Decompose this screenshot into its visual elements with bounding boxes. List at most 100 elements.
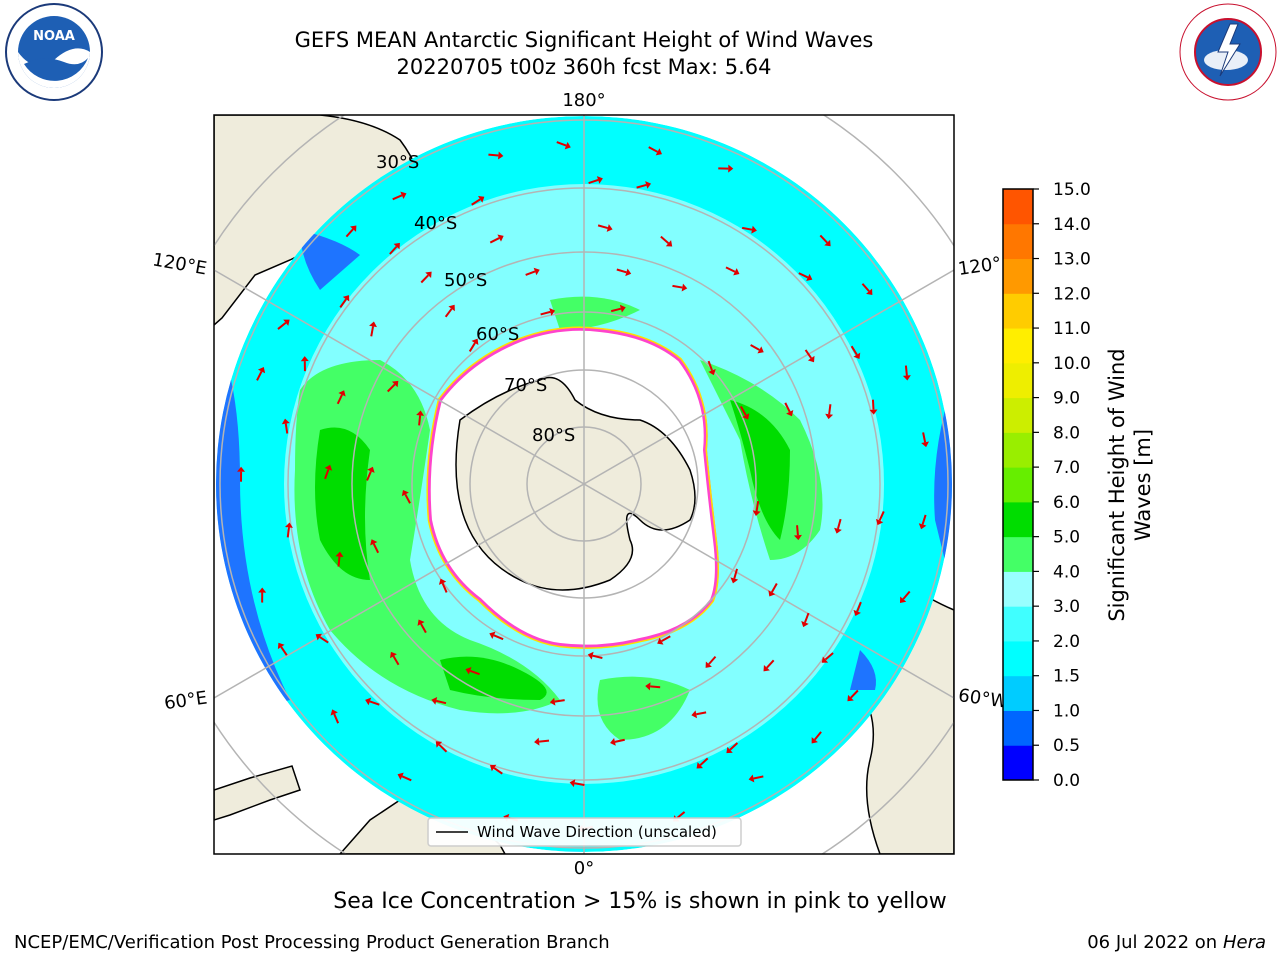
wind-wave-arrow [636,183,647,189]
wind-wave-arrow [922,432,927,443]
lat-label-30s: 30°S [376,152,419,173]
date-text: 06 Jul 2022 on [1087,932,1223,953]
wind-wave-arrowhead [728,164,734,173]
colorbar-segment [1003,293,1033,329]
colorbar-segment [1003,606,1033,642]
wind-wave-arrowhead [425,271,432,279]
wind-wave-arrowhead [393,242,400,250]
wind-wave-arrow [753,775,764,780]
wind-wave-arrow [324,469,330,480]
wind-wave-arrowhead [370,539,378,546]
lat-label-40s: 40°S [414,213,457,234]
wind-wave-arrow [436,699,447,705]
wind-wave-arrow [740,405,747,416]
colorbar-tick-label: 7.0 [1053,458,1080,478]
wind-wave-arrowhead [237,466,246,472]
wind-wave-arrowhead [564,141,571,150]
svg-text:NOAA: NOAA [33,29,75,44]
wind-wave-arrow [861,283,870,292]
wind-wave-arrowhead [367,466,375,473]
wind-wave-arrowhead [587,651,594,660]
lon-label-120w: 120° [957,253,1003,280]
wind-wave-arrow [468,342,476,352]
wind-wave-arrowhead [533,267,540,276]
wind-wave-arrowhead [397,772,404,780]
wind-wave-arrowhead [417,619,425,626]
wind-wave-arrowhead [825,413,834,420]
wind-wave-arrowhead [902,375,911,381]
wind-wave-arrowhead [619,304,626,313]
wind-wave-arrow [597,224,609,229]
wind-wave-arrowhead [705,661,712,668]
wind-wave-arrow [387,383,396,393]
wind-wave-arrowhead [489,631,496,639]
wind-wave-arrow [850,345,858,356]
wind-wave-arrow [392,194,403,201]
wind-wave-arrowhead [315,633,323,641]
wind-wave-arrow [921,514,927,525]
wind-wave-arrowhead [918,523,927,530]
wind-wave-arrow [871,399,875,410]
colorbar-tick-label: 2.0 [1053,632,1080,652]
wind-wave-arrow [850,689,859,699]
sea-ice-note: Sea Ice Concentration > 15% is shown in … [333,889,947,914]
colorbar-segment [1003,362,1033,399]
graticule [214,115,954,854]
wind-wave-arrowhead [657,637,664,645]
wind-wave-arrowhead [752,510,761,516]
wind-wave-arrow [493,767,503,775]
nws-logo [1179,3,1277,101]
wind-wave-arrowhead [335,551,344,557]
wind-wave-arrow [444,308,453,318]
wind-wave-arrow [770,583,778,593]
wind-wave-arrow [574,782,585,786]
wind-wave-arrowhead [465,667,472,675]
wind-wave-arrowhead [811,737,818,744]
wind-wave-arrow [798,272,809,279]
colorbar-segment [1003,223,1033,260]
wind-wave-arrowhead [369,321,377,328]
wind-wave-arrowhead [390,651,397,659]
wind-wave-arrow [488,153,499,157]
colorbar-tick-label: 6.0 [1053,493,1080,513]
wind-wave-arrowhead [665,240,673,247]
wind-wave-arrow [725,266,736,273]
wind-wave-arrowhead [438,578,447,585]
wind-wave-arrow [696,711,707,716]
wind-wave-arrowhead [748,774,755,783]
wind-wave-arrowhead [610,737,616,746]
wind-wave-arrow [650,685,661,689]
wind-wave-arrow [556,141,567,147]
wind-wave-arrowhead [806,273,813,282]
wind-wave-arrowhead [793,534,802,541]
wind-wave-arrowhead [435,741,443,748]
colorbar-segment [1003,328,1033,364]
wind-wave-arrow [345,228,354,238]
wind-wave-arrow [661,635,671,643]
wind-wave-arrow [902,590,911,600]
wind-wave-arrowhead [416,410,425,416]
wind-wave-arrow [339,298,347,308]
colorbar-tick-label: 15.0 [1053,180,1091,200]
wind-wave-arrow [441,582,448,593]
wind-wave-arrowhead [875,518,884,526]
wind-wave-arrowhead [549,308,556,316]
wind-wave-arrowhead [834,527,842,534]
wind-wave-arrow [418,415,422,426]
wind-wave-arrow [471,198,481,206]
wind-wave-arrowhead [768,590,776,597]
wind-wave-arrowhead [284,522,293,528]
wind-wave-arrow [280,646,288,656]
wind-wave-arrow [370,326,375,337]
wind-wave-arrowhead [342,295,350,302]
wind-wave-arrow [766,659,775,669]
wind-wave-arrow [538,739,550,743]
wind-wave-arrowhead [869,409,878,415]
lat-label-60s: 60°S [476,324,519,345]
wind-wave-arrowhead [281,418,290,425]
wind-wave-arrowhead [596,176,603,184]
wind-wave-arrowhead [786,410,794,417]
wind-wave-arrowhead [708,369,716,376]
wind-wave-arrowhead [742,413,750,420]
